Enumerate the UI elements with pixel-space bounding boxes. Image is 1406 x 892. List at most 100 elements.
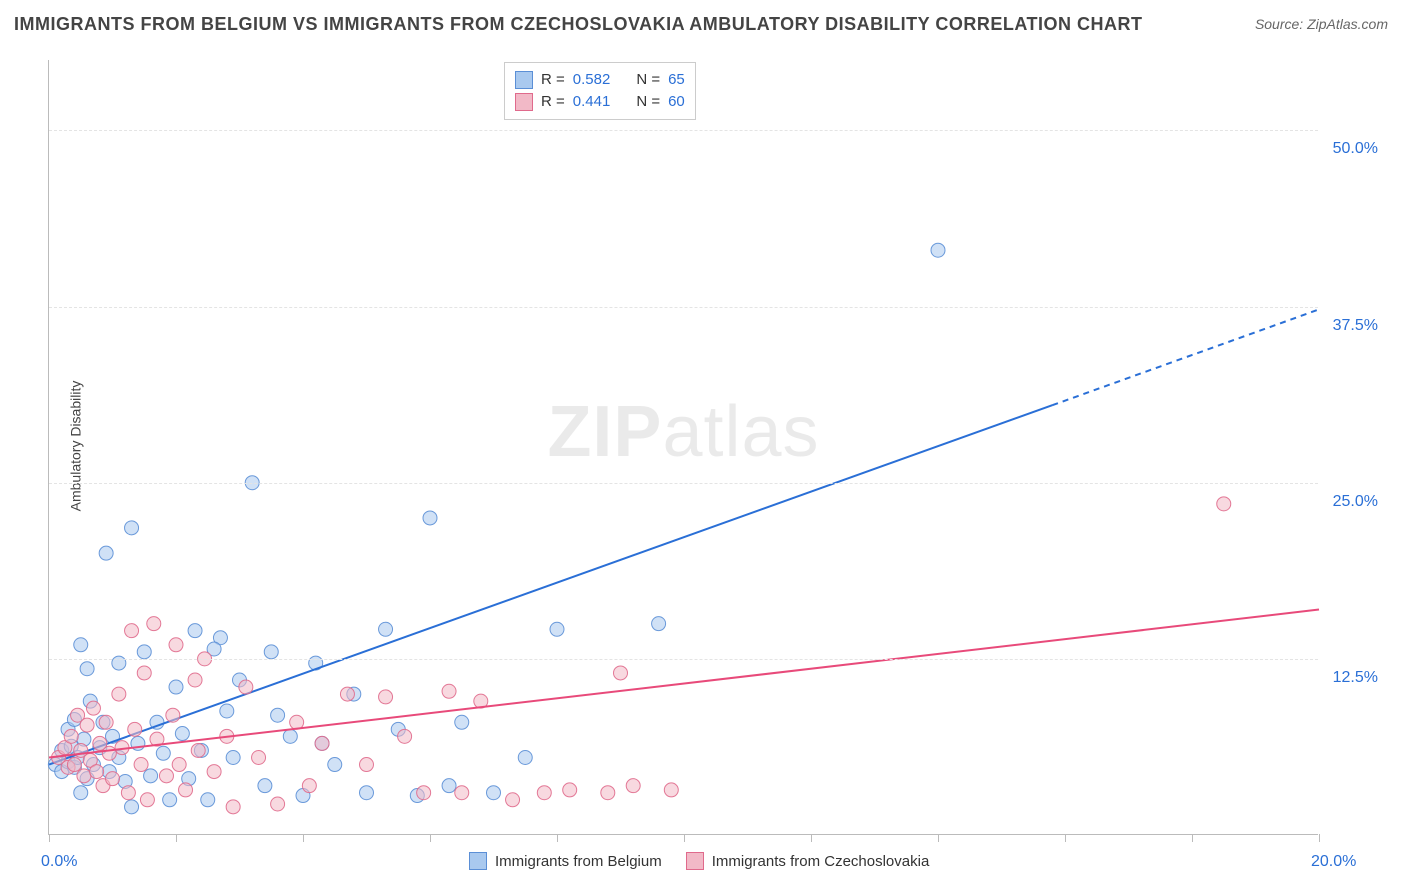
data-point-belgium	[188, 624, 202, 638]
data-point-czech	[252, 751, 266, 765]
x-tick	[430, 834, 431, 842]
y-tick-label: 12.5%	[1333, 669, 1378, 687]
gridline	[49, 130, 1318, 131]
source-prefix: Source:	[1255, 16, 1307, 32]
legend-row-czech: R = 0.441 N = 60	[515, 91, 685, 113]
data-point-czech	[125, 624, 139, 638]
data-point-czech	[271, 797, 285, 811]
data-point-czech	[379, 690, 393, 704]
regression-line-belgium	[49, 405, 1052, 764]
data-point-czech	[563, 783, 577, 797]
data-point-belgium	[264, 645, 278, 659]
x-tick	[684, 834, 685, 842]
regression-dash-belgium	[1052, 309, 1319, 405]
data-point-czech	[106, 772, 120, 786]
x-tick	[1192, 834, 1193, 842]
data-point-belgium	[163, 793, 177, 807]
x-tick	[938, 834, 939, 842]
data-point-czech	[537, 786, 551, 800]
data-point-czech	[191, 743, 205, 757]
gridline	[49, 307, 1318, 308]
data-point-czech	[188, 673, 202, 687]
data-point-belgium	[423, 511, 437, 525]
data-point-czech	[179, 783, 193, 797]
data-point-czech	[102, 746, 116, 760]
data-point-czech	[398, 729, 412, 743]
data-point-belgium	[99, 546, 113, 560]
data-point-belgium	[258, 779, 272, 793]
data-point-czech	[140, 793, 154, 807]
legend-item-belgium: Immigrants from Belgium	[469, 852, 662, 870]
data-point-belgium	[379, 622, 393, 636]
data-point-czech	[601, 786, 615, 800]
data-point-czech	[614, 666, 628, 680]
series-legend: Immigrants from Belgium Immigrants from …	[469, 852, 929, 870]
data-point-belgium	[283, 729, 297, 743]
n-value-belgium: 65	[668, 69, 685, 91]
x-tick	[49, 834, 50, 842]
data-point-belgium	[175, 727, 189, 741]
x-tick	[811, 834, 812, 842]
data-point-czech	[226, 800, 240, 814]
data-point-czech	[67, 758, 81, 772]
data-point-czech	[80, 718, 94, 732]
data-point-belgium	[80, 662, 94, 676]
gridline	[49, 659, 1318, 660]
plot-area: ZIPatlas R = 0.582 N = 65 R = 0.441 N = …	[48, 60, 1318, 835]
data-point-belgium	[518, 751, 532, 765]
data-point-belgium	[328, 758, 342, 772]
data-point-belgium	[125, 800, 139, 814]
data-point-czech	[239, 680, 253, 694]
data-point-belgium	[455, 715, 469, 729]
data-point-belgium	[226, 751, 240, 765]
r-value-belgium: 0.582	[573, 69, 611, 91]
data-point-czech	[159, 769, 173, 783]
data-point-belgium	[442, 779, 456, 793]
data-point-czech	[172, 758, 186, 772]
x-tick	[303, 834, 304, 842]
data-point-belgium	[931, 243, 945, 257]
data-point-czech	[207, 765, 221, 779]
n-prefix: N =	[636, 69, 660, 91]
legend-label-belgium: Immigrants from Belgium	[495, 853, 662, 870]
x-tick	[176, 834, 177, 842]
data-point-czech	[340, 687, 354, 701]
data-point-czech	[128, 722, 142, 736]
x-tick-label: 20.0%	[1311, 853, 1356, 871]
data-point-czech	[134, 758, 148, 772]
data-point-czech	[664, 783, 678, 797]
n-prefix: N =	[636, 91, 660, 113]
data-point-czech	[1217, 497, 1231, 511]
source-link[interactable]: ZipAtlas.com	[1307, 16, 1388, 32]
x-tick	[1319, 834, 1320, 842]
data-point-czech	[121, 786, 135, 800]
data-point-czech	[506, 793, 520, 807]
data-point-czech	[86, 701, 100, 715]
data-point-czech	[455, 786, 469, 800]
data-point-belgium	[74, 786, 88, 800]
chart-root: IMMIGRANTS FROM BELGIUM VS IMMIGRANTS FR…	[0, 0, 1406, 892]
data-point-czech	[112, 687, 126, 701]
y-tick-label: 37.5%	[1333, 317, 1378, 335]
data-point-belgium	[271, 708, 285, 722]
data-point-czech	[417, 786, 431, 800]
data-point-belgium	[125, 521, 139, 535]
legend-item-czech: Immigrants from Czechoslovakia	[686, 852, 930, 870]
swatch-belgium-bottom	[469, 852, 487, 870]
data-point-belgium	[201, 793, 215, 807]
data-point-belgium	[137, 645, 151, 659]
gridline	[49, 483, 1318, 484]
data-point-czech	[90, 765, 104, 779]
legend-label-czech: Immigrants from Czechoslovakia	[712, 853, 930, 870]
data-point-belgium	[156, 746, 170, 760]
chart-title: IMMIGRANTS FROM BELGIUM VS IMMIGRANTS FR…	[14, 14, 1142, 35]
data-point-czech	[360, 758, 374, 772]
data-point-belgium	[487, 786, 501, 800]
swatch-belgium	[515, 71, 533, 89]
data-point-czech	[166, 708, 180, 722]
swatch-czech	[515, 93, 533, 111]
y-tick-label: 25.0%	[1333, 493, 1378, 511]
legend-row-belgium: R = 0.582 N = 65	[515, 69, 685, 91]
data-point-czech	[315, 736, 329, 750]
data-point-czech	[137, 666, 151, 680]
